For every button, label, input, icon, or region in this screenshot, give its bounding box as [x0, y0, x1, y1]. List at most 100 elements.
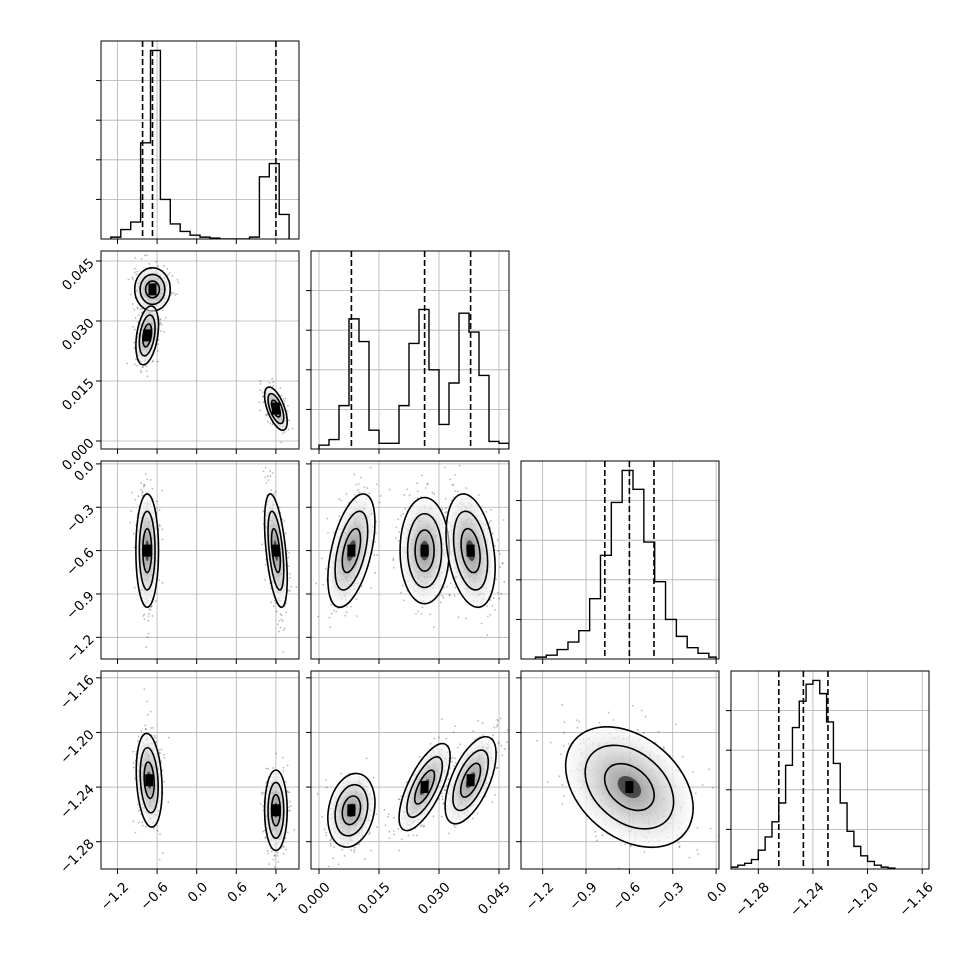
scatter-point	[291, 427, 294, 430]
scatter-point	[258, 401, 261, 404]
scatter-point	[168, 736, 170, 739]
scatter-point	[288, 806, 291, 809]
density-peak-cell	[271, 402, 280, 415]
panel-frame	[310, 250, 510, 450]
scatter-point	[177, 281, 180, 284]
panel-frame	[310, 460, 510, 660]
scatter-point	[167, 274, 169, 276]
scatter-point	[369, 466, 372, 469]
panel-0-0	[96, 40, 300, 244]
scatter-point	[140, 482, 143, 484]
scatter-point	[335, 610, 338, 613]
scatter-point	[136, 307, 139, 310]
scatter-point	[316, 792, 319, 795]
scatter-point	[133, 308, 136, 311]
scatter-point	[344, 614, 347, 617]
scatter-point	[497, 550, 500, 553]
scatter-point	[132, 325, 134, 328]
scatter-point	[325, 786, 328, 789]
contour-level-2	[452, 510, 489, 591]
scatter-point	[144, 724, 147, 727]
scatter-point	[372, 776, 375, 779]
scatter-point	[492, 734, 494, 737]
scatter-point	[504, 748, 506, 750]
scatter-point	[131, 303, 134, 305]
scatter-point	[440, 718, 443, 720]
scatter-point	[149, 710, 152, 713]
scatter-point	[134, 267, 136, 270]
scatter-point	[159, 323, 161, 326]
scatter-point	[154, 736, 157, 739]
scatter-point	[263, 829, 266, 832]
scatter-point	[392, 830, 395, 832]
scatter-point	[501, 754, 504, 757]
scatter-point	[279, 626, 282, 629]
scatter-point	[433, 492, 436, 495]
scatter-point	[266, 849, 269, 852]
scatter-point	[267, 479, 270, 482]
scatter-point	[345, 611, 348, 613]
scatter-point	[451, 484, 454, 486]
scatter-point	[433, 626, 435, 629]
scatter-point	[415, 612, 417, 615]
scatter-point	[343, 855, 346, 857]
scatter-point	[273, 855, 276, 857]
scatter-point	[454, 757, 457, 760]
scatter-point	[370, 849, 373, 852]
scatter-point	[157, 343, 159, 345]
scatter-point	[287, 565, 290, 568]
scatter-point	[271, 472, 274, 475]
scatter-point	[261, 793, 264, 796]
scatter-point	[146, 700, 149, 703]
scatter-point	[442, 597, 445, 600]
scatter-point	[368, 831, 371, 834]
scatter-point	[134, 363, 136, 366]
scatter-point	[280, 618, 283, 621]
scatter-point	[452, 731, 455, 734]
scatter-point	[133, 586, 136, 589]
scatter-point	[400, 591, 402, 594]
scatter-point	[159, 833, 161, 835]
scatter-point	[130, 510, 133, 513]
scatter-point	[167, 801, 170, 803]
scatter-point	[265, 767, 268, 770]
scatter-point	[163, 265, 166, 267]
scatter-point	[287, 791, 289, 794]
scatter-point	[360, 476, 362, 479]
contour-level-2	[139, 746, 159, 814]
scatter-point	[502, 562, 504, 565]
scatter-point	[158, 525, 161, 527]
scatter-point	[401, 584, 404, 587]
scatter-point	[441, 798, 444, 801]
contour-layer	[135, 732, 289, 852]
scatter-point	[398, 849, 401, 852]
scatter-point	[499, 566, 502, 569]
plot-root: −1.2 −0.6 0.0 0.6 1.2 0.000 0.015 0.030 0.045 −1.…	[57, 40, 937, 920]
scatter-point	[476, 812, 479, 815]
contour-level-3	[270, 793, 282, 827]
scatter-point	[262, 510, 264, 513]
scatter-point	[477, 493, 480, 496]
scatter-point	[418, 756, 421, 758]
scatter-point	[265, 781, 267, 784]
scatter-point	[363, 858, 366, 861]
scatter-point	[159, 322, 162, 324]
scatter-point	[282, 769, 285, 772]
scatter-point	[262, 401, 265, 404]
scatter-point	[323, 828, 326, 831]
scatter-point	[132, 762, 135, 764]
panel-frame	[100, 250, 300, 450]
scatter-point	[265, 481, 268, 484]
scatter-point	[157, 349, 159, 352]
scatter-point	[262, 470, 265, 473]
scatter-point	[161, 489, 163, 492]
scatter-point	[376, 554, 378, 557]
scatter-point	[272, 605, 275, 607]
scatter-point	[448, 594, 451, 597]
scatter-point	[279, 613, 282, 615]
scatter-point	[269, 470, 272, 472]
scatter-point	[155, 500, 158, 503]
scatter-point	[273, 865, 276, 868]
scatter-point	[376, 826, 378, 829]
scatter-point	[395, 526, 398, 529]
